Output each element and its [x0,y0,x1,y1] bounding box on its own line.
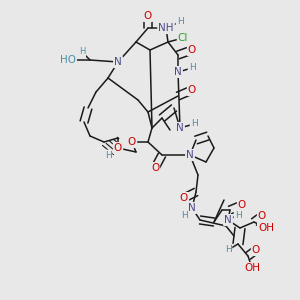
Text: H: H [189,64,195,73]
Text: H: H [177,17,183,26]
Text: O: O [151,163,159,173]
Text: O: O [258,211,266,221]
Text: O: O [144,11,152,21]
Text: H: H [225,245,231,254]
Text: O: O [238,200,246,210]
Text: NH: NH [158,23,174,33]
Text: OH: OH [244,263,260,273]
Text: N: N [174,67,182,77]
Text: H: H [79,47,85,56]
Text: O: O [128,137,136,147]
Text: N: N [224,215,232,225]
Text: H: H [190,119,197,128]
Text: H: H [105,151,111,160]
Text: O: O [180,193,188,203]
Text: O: O [114,143,122,153]
Text: N: N [188,203,196,213]
Text: N: N [176,123,184,133]
Text: O: O [188,85,196,95]
Text: O: O [252,245,260,255]
Text: OH: OH [258,223,274,233]
Text: H: H [105,151,111,160]
Text: HO: HO [60,55,76,65]
Text: O: O [188,45,196,55]
Text: H: H [181,212,188,220]
Text: N: N [114,57,122,67]
Text: N: N [186,150,194,160]
Text: H: H [235,211,242,220]
Text: Cl: Cl [178,33,188,43]
